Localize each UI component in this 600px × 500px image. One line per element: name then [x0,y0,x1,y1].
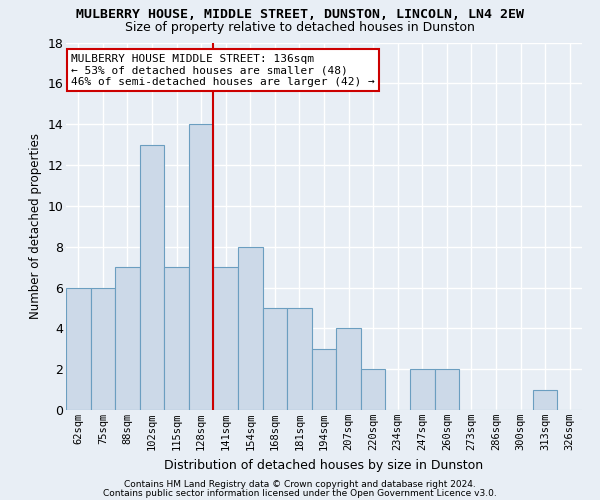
Bar [410,369,434,410]
Bar [238,246,263,410]
Bar [164,267,189,410]
Bar [361,369,385,410]
Bar [312,349,336,410]
Text: Contains HM Land Registry data © Crown copyright and database right 2024.: Contains HM Land Registry data © Crown c… [124,480,476,489]
Bar [214,267,238,410]
Bar [140,144,164,410]
Bar [263,308,287,410]
Text: Contains public sector information licensed under the Open Government Licence v3: Contains public sector information licen… [103,489,497,498]
Bar [287,308,312,410]
Bar [336,328,361,410]
Bar [434,369,459,410]
Bar [533,390,557,410]
Text: Size of property relative to detached houses in Dunston: Size of property relative to detached ho… [125,21,475,34]
Y-axis label: Number of detached properties: Number of detached properties [29,133,42,320]
Text: MULBERRY HOUSE MIDDLE STREET: 136sqm
← 53% of detached houses are smaller (48)
4: MULBERRY HOUSE MIDDLE STREET: 136sqm ← 5… [71,54,375,86]
Bar [66,288,91,410]
Bar [91,288,115,410]
Text: MULBERRY HOUSE, MIDDLE STREET, DUNSTON, LINCOLN, LN4 2EW: MULBERRY HOUSE, MIDDLE STREET, DUNSTON, … [76,8,524,20]
X-axis label: Distribution of detached houses by size in Dunston: Distribution of detached houses by size … [164,458,484,471]
Bar [189,124,214,410]
Bar [115,267,140,410]
